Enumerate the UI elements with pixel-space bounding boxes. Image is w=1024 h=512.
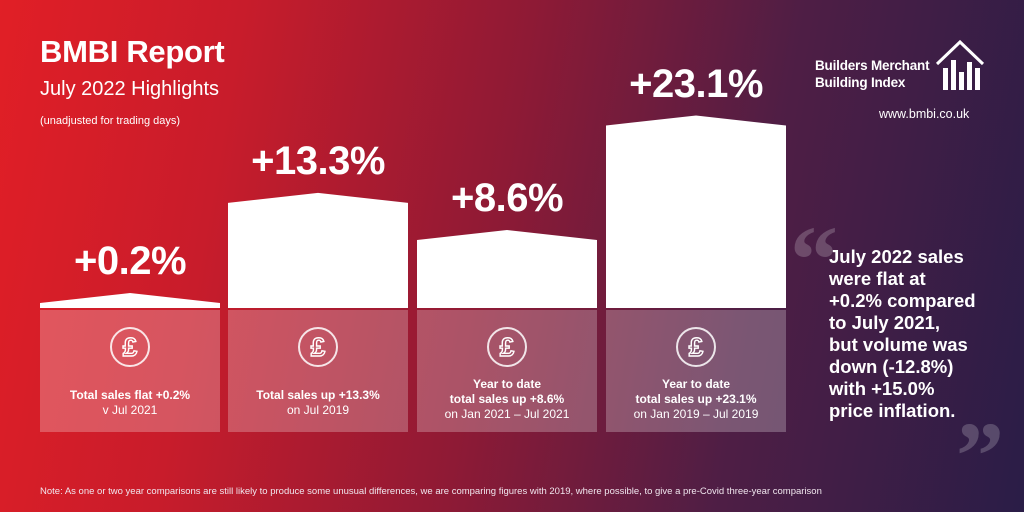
- card-caption-line: Total sales flat +0.2%: [69, 388, 191, 402]
- card-caption-line: on Jan 2019 – Jul 2019: [633, 407, 759, 421]
- report-subtitle: July 2022 Highlights: [40, 78, 219, 100]
- stat-card: [228, 310, 408, 432]
- quote-line: but volume was: [829, 334, 968, 355]
- card-caption-line: on Jul 2019: [286, 403, 350, 417]
- card-caption-line: v Jul 2021: [102, 403, 158, 417]
- card-caption: Year to date total sales up +8.6% on Jan 2…: [417, 377, 597, 422]
- bar-value-label: +0.2%: [73, 239, 187, 283]
- svg-text:£: £: [500, 332, 515, 362]
- svg-text:£: £: [689, 332, 704, 362]
- close-quote-icon: ”: [956, 402, 1004, 509]
- card-caption: Total sales up +13.3% on Jul 2019: [228, 388, 408, 418]
- footer-note: Note: As one or two year comparisons are…: [40, 486, 822, 497]
- stat-card: [417, 310, 597, 432]
- card-caption: Year to date total sales up +23.1% on Jan …: [606, 377, 786, 422]
- pound-icon: £: [606, 326, 786, 373]
- stat-card: [40, 310, 220, 432]
- card-caption: Total sales flat +0.2% v Jul 2021: [40, 388, 220, 418]
- bar: [606, 115, 786, 308]
- card-caption-line: Year to date: [661, 377, 731, 391]
- bar: [40, 293, 220, 308]
- house-bars-icon: [935, 39, 985, 90]
- svg-text:£: £: [123, 332, 138, 362]
- card-caption-line: on Jan 2021 – Jul 2021: [444, 407, 570, 421]
- quote-line: down (-12.8%): [829, 356, 954, 377]
- report-subnote: (unadjusted for trading days): [40, 115, 181, 127]
- quote-text: July 2022 sales were flat at +0.2% compa…: [829, 246, 1009, 422]
- open-quote-icon: “: [790, 206, 838, 313]
- card-caption-line: Total sales up +13.3%: [256, 388, 380, 402]
- quote-line: price inflation.: [829, 400, 956, 421]
- bar-value-label: +13.3%: [251, 138, 385, 183]
- pound-icon: £: [228, 326, 408, 373]
- pound-icon: £: [417, 326, 597, 373]
- svg-text:£: £: [311, 332, 326, 362]
- quote-line: were flat at: [829, 268, 926, 289]
- quote-line: +0.2% compared: [829, 290, 976, 311]
- brand-name-line1: Builders Merchant: [815, 58, 930, 73]
- pound-icon: £: [40, 326, 220, 373]
- card-caption-line: Year to date: [472, 377, 542, 391]
- bar: [228, 192, 408, 308]
- quote-line: with +15.0%: [829, 378, 935, 399]
- bar: [417, 230, 597, 308]
- report-title: BMBI Report: [40, 34, 225, 69]
- card-caption-line: total sales up +8.6%: [449, 392, 565, 406]
- quote-line: July 2022 sales: [829, 246, 964, 267]
- brand-block: Builders Merchant Building Index: [815, 38, 995, 98]
- bar-value-label: +23.1%: [629, 61, 763, 106]
- stat-card: [606, 310, 786, 432]
- brand-name-line2: Building Index: [815, 75, 906, 90]
- brand-url: www.bmbi.co.uk: [879, 107, 970, 121]
- quote-line: to July 2021,: [829, 312, 941, 333]
- bar-value-label: +8.6%: [450, 176, 564, 221]
- card-caption-line: total sales up +23.1%: [635, 392, 757, 406]
